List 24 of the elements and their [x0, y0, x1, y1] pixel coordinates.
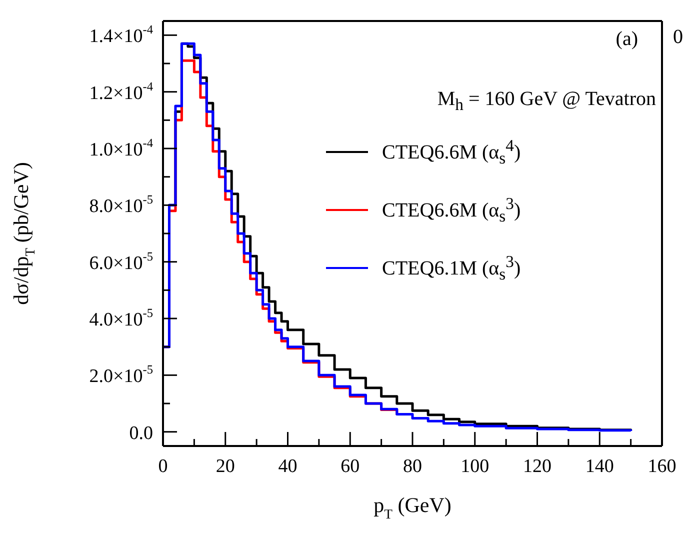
- annotation: M$_{h}$ = 160 GeV @ Tevatron: [437, 88, 656, 115]
- x-tick-label: 80: [403, 456, 422, 477]
- y-tick-label: 1.0×10$^{-4}$: [89, 136, 153, 160]
- text: 0: [673, 26, 683, 49]
- y-tick-label: 0.0: [129, 422, 153, 444]
- y-tick-label: 4.0×10$^{-5}$: [89, 306, 153, 330]
- legend-label: CTEQ6.1M (α$_{s}$$^{3}$): [382, 252, 521, 284]
- x-tick-label: 20: [216, 456, 235, 477]
- y-tick-label: 1.2×10$^{-4}$: [89, 79, 153, 104]
- annotation: (a): [616, 28, 638, 51]
- x-tick-label: 0: [158, 456, 168, 477]
- legend-label: CTEQ6.6M (α$_{s}$$^{3}$): [382, 194, 521, 226]
- y-tick-label: 2.0×10$^{-5}$: [89, 362, 153, 388]
- x-tick-label: 40: [278, 456, 298, 477]
- legend-label: CTEQ6.6M (α$_{s}$$^{4}$): [382, 136, 521, 168]
- x-axis-title: p$_{T}$ (GeV): [374, 493, 452, 522]
- x-tick-label: 140: [585, 456, 614, 477]
- x-tick-label: 100: [460, 456, 490, 477]
- x-tick-label: 60: [340, 456, 360, 477]
- y-tick-label: 8.0×10$^{-5}$: [89, 192, 153, 218]
- y-tick-label: 6.0×10$^{-5}$: [89, 249, 153, 274]
- y-tick-label: 1.4×10$^{-4}$: [89, 22, 153, 48]
- x-tick-label: 120: [523, 456, 552, 477]
- x-tick-label: 160: [648, 456, 676, 477]
